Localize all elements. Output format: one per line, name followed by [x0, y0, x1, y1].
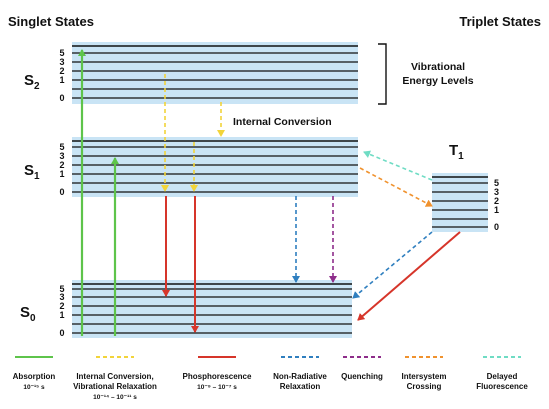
level-number: 5	[494, 178, 499, 188]
legend-label: Quenching	[341, 372, 383, 381]
legend-label: 10⁻⁹ – 10⁻⁷ s	[197, 384, 237, 391]
level-number: 3	[59, 151, 64, 161]
band-fill	[72, 42, 358, 104]
level-number: 0	[494, 222, 499, 232]
band-fill	[72, 280, 352, 338]
legend: Absorption 10⁻¹⁵ s Internal Conversion,Vib…	[13, 356, 528, 401]
level-number: 3	[494, 187, 499, 197]
legend-label: Fluorescence	[476, 382, 528, 391]
delayed-fluorescence-arrow	[363, 150, 433, 181]
band-fill	[432, 173, 488, 232]
legend-label: Crossing	[407, 382, 442, 391]
intersystem-arrow	[359, 167, 433, 207]
vibrational-label-line1: Vibrational	[411, 61, 465, 73]
level-number: 1	[59, 75, 64, 85]
level-number: 2	[59, 66, 64, 76]
level-number: 0	[59, 187, 64, 197]
level-number: 1	[494, 205, 499, 215]
level-number: 2	[494, 196, 499, 206]
legend-item-absorption: Absorption 10⁻¹⁵ s	[13, 356, 56, 391]
level-number: 2	[59, 301, 64, 311]
legend-item-internal-conversion: Internal Conversion,Vibrational Relaxati…	[73, 356, 157, 401]
level-number: 3	[59, 292, 64, 302]
level-number: 1	[59, 169, 64, 179]
state-label-s0: S0	[20, 304, 36, 324]
state-label-t1: T1	[449, 142, 464, 162]
singlet-states-header: Singlet States	[8, 14, 94, 29]
svg-text:S0: S0	[20, 304, 36, 324]
level-number: 0	[59, 328, 64, 338]
svg-text:T1: T1	[449, 142, 464, 162]
level-number: 5	[59, 48, 64, 58]
level-number: 2	[59, 160, 64, 170]
legend-label: Vibrational Relaxation	[73, 382, 157, 391]
level-number: 5	[59, 142, 64, 152]
level-number: 1	[59, 310, 64, 320]
legend-label: Relaxation	[280, 382, 321, 391]
state-label-s2: S2	[24, 72, 40, 92]
legend-item-phosphorescence: Phosphorescence 10⁻⁹ – 10⁻⁷ s	[183, 356, 252, 391]
vibrational-label-line2: Energy Levels	[402, 75, 473, 87]
level-number: 3	[59, 57, 64, 67]
triplet-states-header: Triplet States	[459, 14, 541, 29]
level-number: 5	[59, 284, 64, 294]
internal-conversion-label: Internal Conversion	[233, 116, 332, 128]
legend-label: 10⁻¹⁴ – 10⁻¹¹ s	[93, 394, 137, 401]
legend-label: Absorption	[13, 372, 56, 381]
legend-label: Delayed	[487, 372, 518, 381]
legend-label: 10⁻¹⁵ s	[23, 384, 45, 391]
state-label-s1: S1	[24, 162, 40, 182]
vibrational-bracket	[378, 43, 387, 105]
svg-text:S1: S1	[24, 162, 40, 182]
svg-text:S2: S2	[24, 72, 40, 92]
legend-label: Internal Conversion,	[76, 372, 153, 381]
legend-label: Intersystem	[402, 372, 447, 381]
phosphorescence-arrow	[357, 231, 461, 321]
non-radiative-arrow	[352, 231, 433, 299]
transition-arrows	[78, 49, 461, 336]
level-number: 0	[59, 93, 64, 103]
legend-label: Non-Radiative	[273, 372, 327, 381]
legend-label: Phosphorescence	[183, 372, 252, 381]
legend-item-quenching: Quenching	[341, 356, 383, 381]
